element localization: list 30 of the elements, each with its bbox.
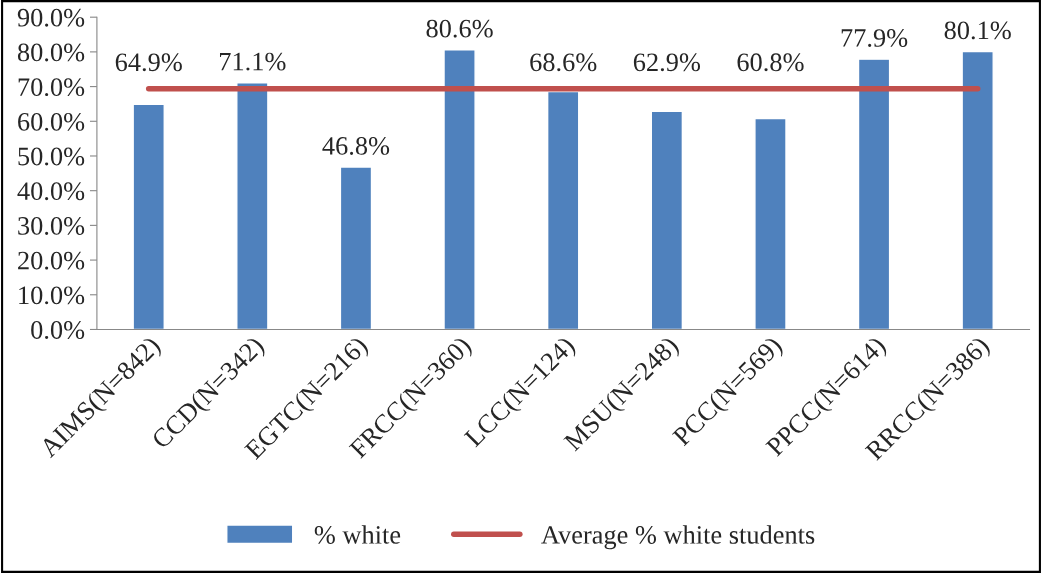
legend-label: % white (314, 525, 401, 544)
y-tick-label: 40.0% (17, 182, 85, 201)
data-label: 46.8% (322, 136, 390, 155)
bar (650, 110, 684, 330)
bar (132, 103, 165, 330)
y-tick-label: 90.0% (17, 8, 85, 27)
bar (236, 82, 269, 330)
bar (339, 166, 373, 330)
y-tick-label: 50.0% (18, 147, 85, 166)
y-tick-label: 0.0% (31, 321, 85, 340)
bar (754, 117, 787, 330)
data-label: 77.9% (841, 29, 908, 47)
data-label: 71.1% (220, 52, 286, 71)
y-tick-label: 70.0% (18, 78, 85, 97)
y-tick-label: 20.0% (18, 251, 85, 270)
data-label: 80.6% (426, 19, 493, 38)
bar (443, 49, 476, 330)
y-tick-label: 30.0% (18, 216, 85, 235)
data-label: 62.9% (633, 53, 700, 72)
data-label: 64.9% (115, 53, 182, 72)
bar (961, 50, 994, 330)
y-tick-label: 60.0% (18, 112, 85, 131)
data-label: 68.6% (530, 53, 597, 72)
data-label: 80.1% (944, 21, 1011, 40)
legend-label: Average % white students (541, 525, 815, 550)
bar (857, 58, 891, 330)
y-tick-label: 80.0% (17, 43, 85, 62)
data-label: 60.8% (737, 53, 804, 72)
bar (546, 90, 580, 330)
y-tick-label: 10.0% (19, 286, 85, 305)
